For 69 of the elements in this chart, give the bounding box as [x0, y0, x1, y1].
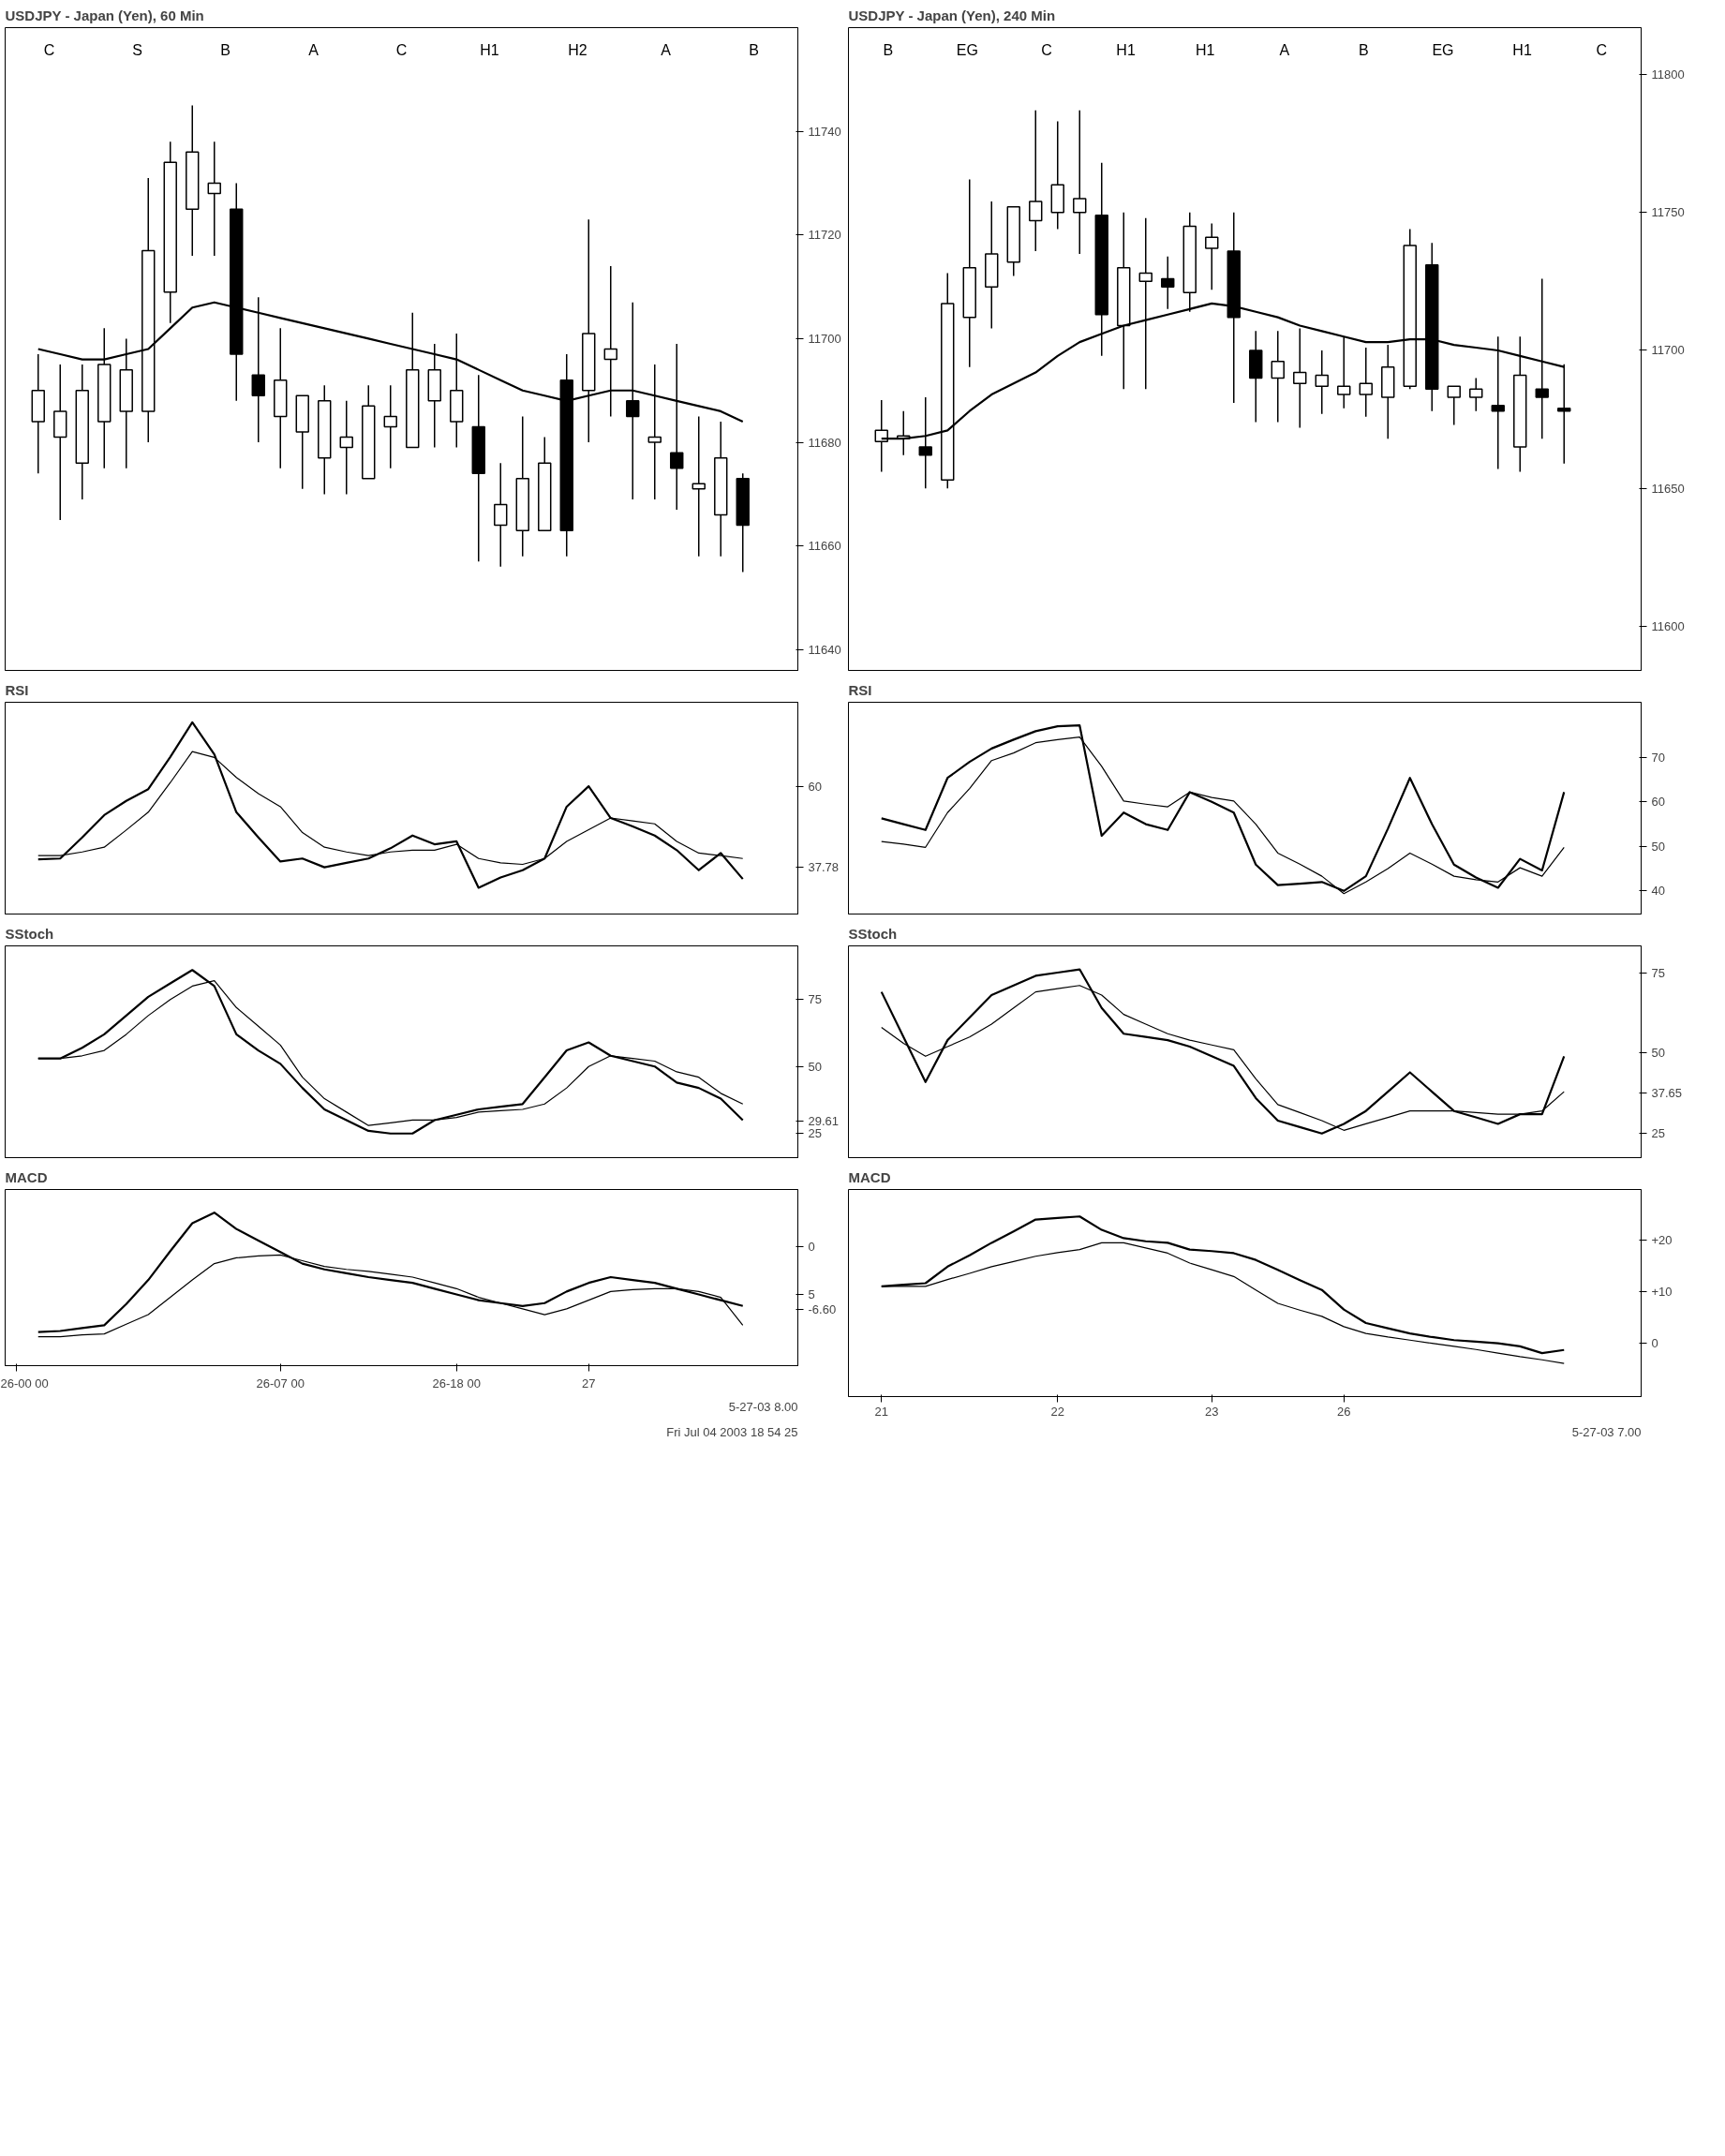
y-tick-label: 11600	[1651, 618, 1685, 633]
y-tick-label: 75	[808, 992, 822, 1007]
y-tick-label: 0	[1651, 1336, 1658, 1351]
text: 5-27-03 8.00	[728, 1399, 798, 1414]
y-tick-label: 11650	[1651, 481, 1685, 496]
y-tick-label: 25	[808, 1126, 822, 1141]
y-tick-label: 11660	[808, 539, 841, 554]
y-tick-label: -6.60	[808, 1302, 837, 1317]
x-tick-label: 21	[874, 1404, 888, 1419]
chart-title: SStoch	[5, 925, 54, 942]
x-tick-label: 26	[1337, 1404, 1351, 1419]
chart-title: USDJPY - Japan (Yen), 60 Min	[5, 7, 204, 23]
annotation: H2	[568, 42, 587, 59]
y-tick-label: 37.78	[808, 860, 840, 875]
y-tick-label: 50	[1651, 839, 1665, 854]
annotation: B	[749, 42, 759, 59]
y-tick-label: 11720	[808, 228, 841, 243]
y-tick-label: 60	[1651, 795, 1665, 810]
y-tick-label: 11800	[1651, 67, 1685, 82]
y-tick-label: 60	[808, 779, 822, 794]
x-tick-label: 26-07 00	[256, 1375, 305, 1390]
chart-title: MACD	[5, 1168, 48, 1185]
y-tick-label: 75	[1651, 965, 1665, 980]
chart-title: MACD	[848, 1168, 891, 1185]
y-tick-label: 25	[1651, 1126, 1665, 1141]
annotation: B	[1359, 42, 1369, 59]
annotation: EG	[956, 42, 978, 59]
y-tick-label: 37.65	[1651, 1085, 1683, 1100]
text: 5-27-03 7.00	[1571, 1424, 1642, 1439]
annotation: S	[132, 42, 142, 59]
y-tick-label: 0	[808, 1239, 815, 1254]
annotation: H1	[480, 42, 499, 59]
annotation: H1	[1195, 42, 1215, 59]
y-tick-label: 11700	[808, 331, 841, 346]
annotation: C	[395, 42, 408, 59]
y-tick-label: 11750	[1651, 205, 1685, 220]
y-tick-label: +10	[1651, 1284, 1673, 1299]
y-tick-label: 50	[1651, 1046, 1665, 1061]
chart-title: RSI	[848, 681, 872, 698]
annotation: A	[661, 42, 672, 59]
y-tick-label: 11700	[1651, 343, 1685, 358]
annotation: C	[1596, 42, 1607, 59]
x-tick-label: 23	[1205, 1404, 1219, 1419]
annotation: H1	[1116, 42, 1136, 59]
y-tick-label: 29.61	[808, 1114, 840, 1129]
y-tick-label: 50	[808, 1059, 822, 1074]
text: Fri Jul 04 2003 18 54 25	[666, 1424, 798, 1439]
x-tick-label: 22	[1050, 1404, 1064, 1419]
annotation: C	[1041, 42, 1052, 59]
x-tick-label: 27	[582, 1375, 596, 1390]
annotation: B	[220, 42, 230, 59]
y-tick-label: 40	[1651, 884, 1665, 899]
y-tick-label: 5	[808, 1286, 815, 1301]
x-tick-label: 26-18 00	[432, 1375, 481, 1390]
x-tick-label: 26-00 00	[0, 1375, 49, 1390]
annotation: A	[1279, 42, 1290, 59]
chart-title: SStoch	[848, 925, 898, 942]
chart-title: RSI	[5, 681, 29, 698]
annotation: EG	[1432, 42, 1454, 59]
annotation: B	[883, 42, 894, 59]
annotation: H1	[1512, 42, 1532, 59]
annotation: A	[308, 42, 320, 59]
y-tick-label: +20	[1651, 1232, 1673, 1247]
annotation: C	[43, 42, 55, 59]
y-tick-label: 11740	[808, 124, 841, 139]
y-tick-label: 11680	[808, 435, 841, 450]
y-tick-label: 11640	[808, 642, 841, 657]
y-tick-label: 70	[1651, 750, 1665, 765]
chart-title: USDJPY - Japan (Yen), 240 Min	[848, 7, 1056, 23]
